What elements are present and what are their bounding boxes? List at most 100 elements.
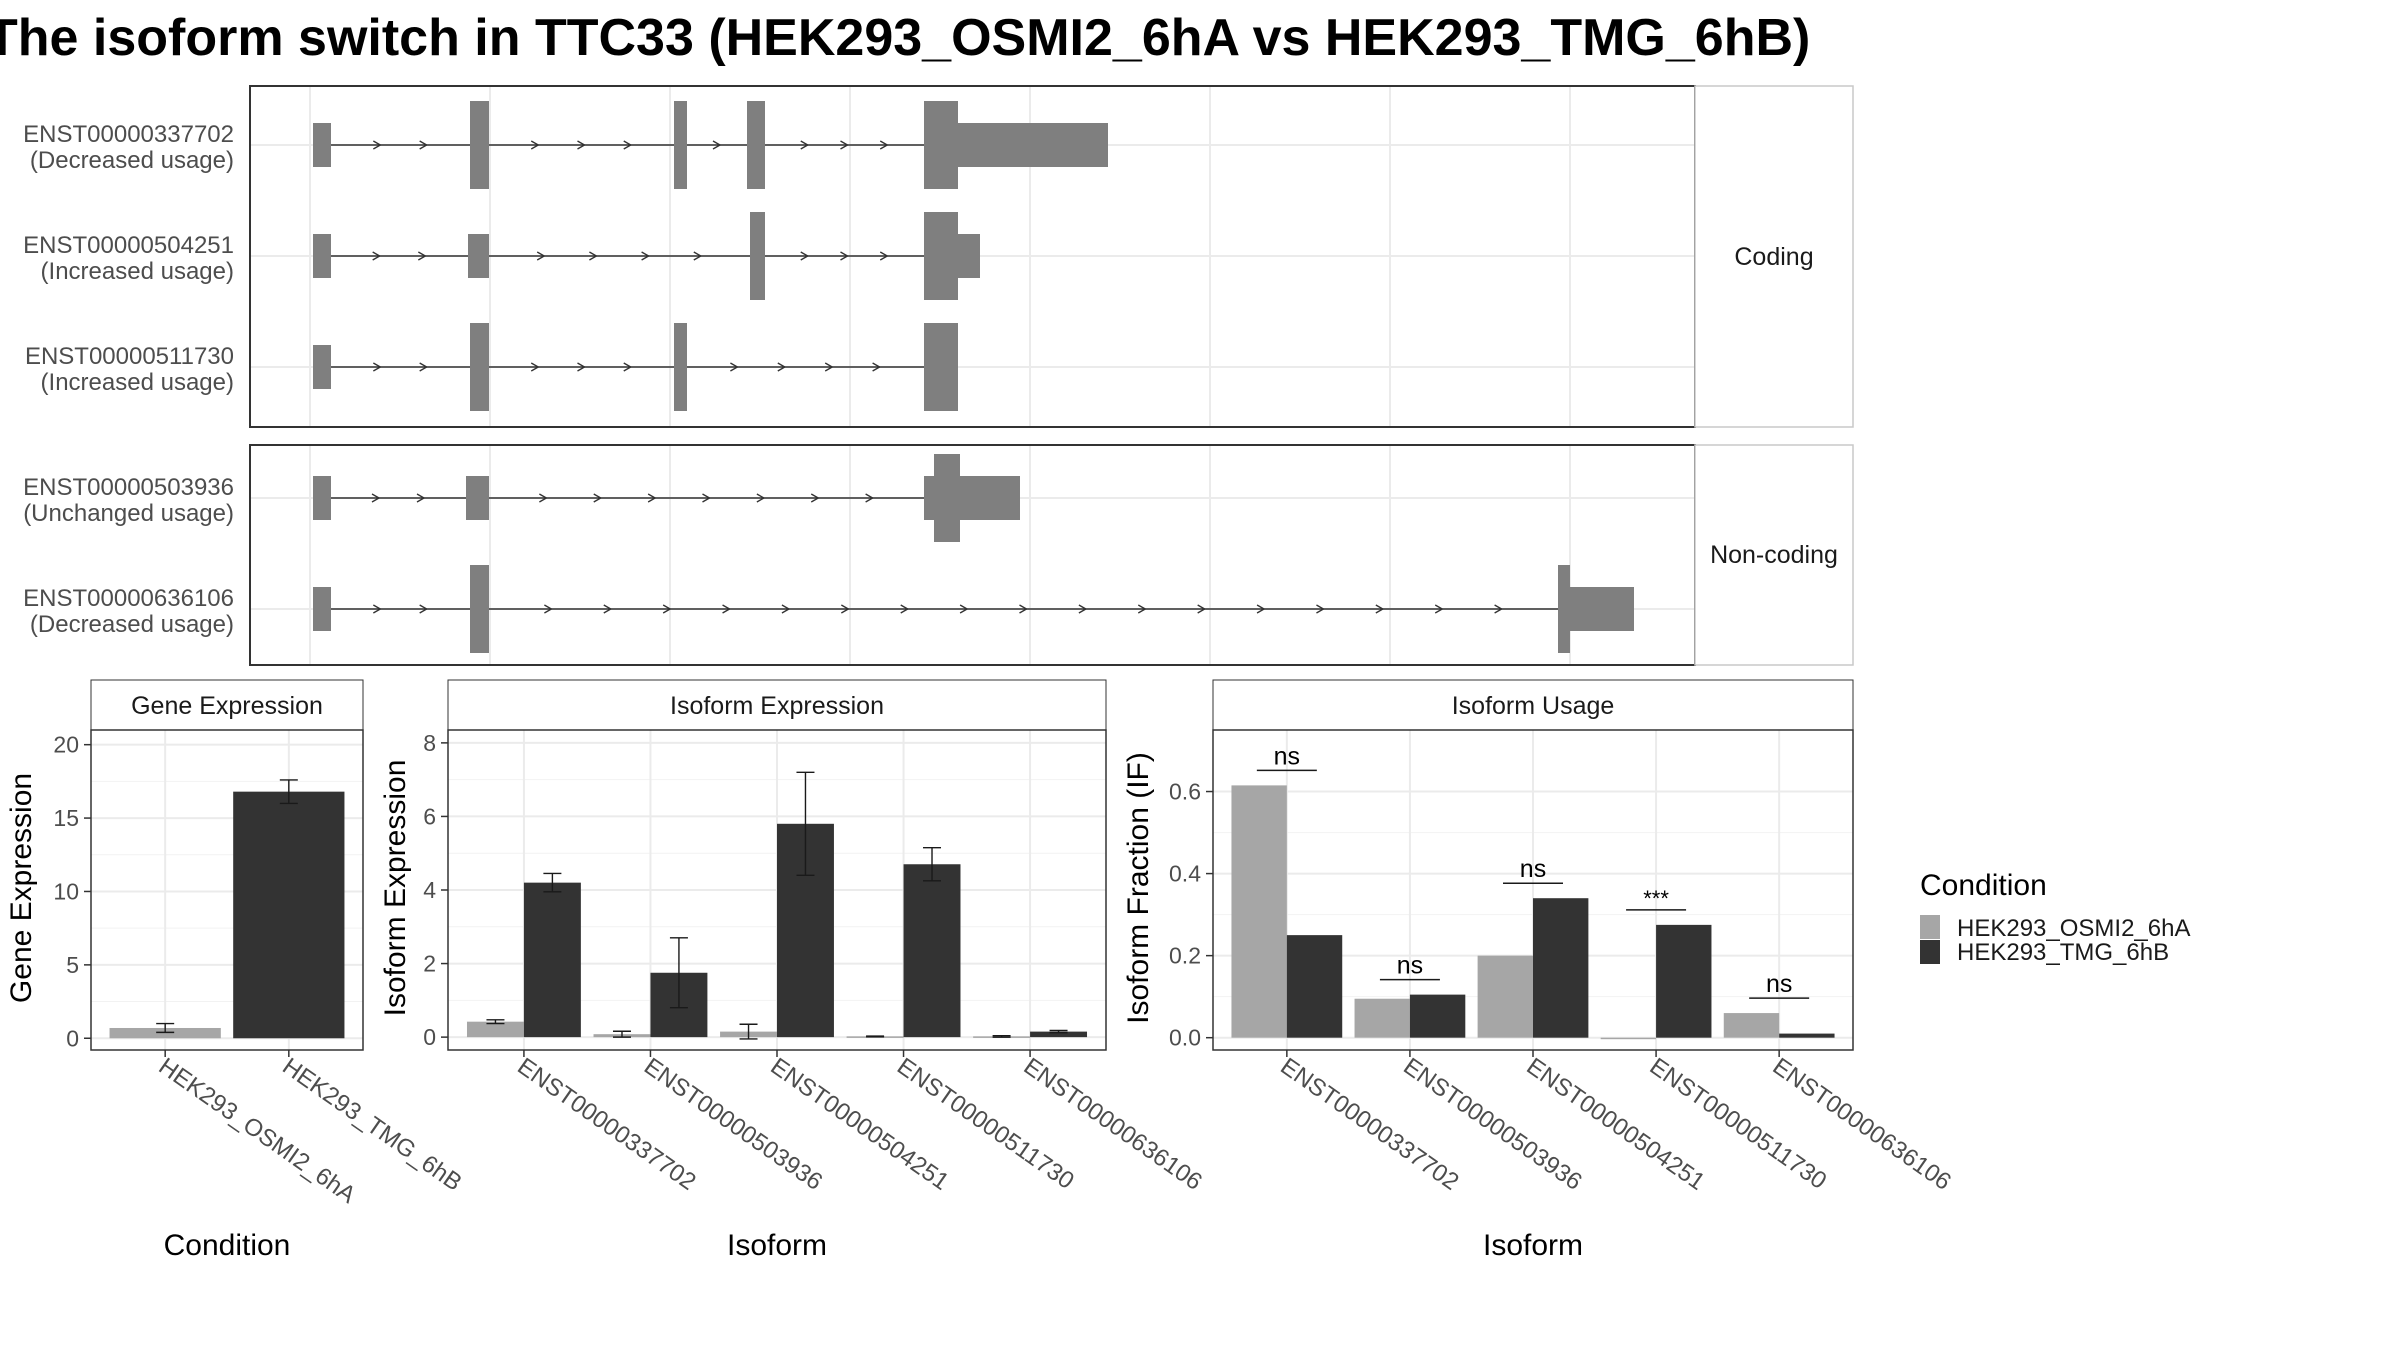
intron-arrow: [872, 362, 882, 372]
utr-exon: [960, 476, 1020, 520]
significance-label: ns: [1520, 855, 1546, 883]
bar: [1600, 1037, 1657, 1040]
bar: [1231, 785, 1287, 1038]
x-tick-label: HEK293_OSMI2_6hA: [154, 1053, 361, 1209]
coding-facet-label: Coding: [1734, 243, 1813, 271]
isoform-expression-title: Isoform Expression: [670, 692, 884, 720]
intron-arrow: [1197, 604, 1207, 614]
coding-exon: [750, 212, 765, 300]
coding-exon: [470, 323, 489, 411]
plot-border: [90, 729, 364, 1051]
significance-label: ns: [1766, 970, 1792, 998]
intron-arrow: [702, 493, 711, 503]
utr-exon: [468, 234, 489, 278]
intron-arrow: [1316, 604, 1325, 614]
intron-arrow: [722, 604, 731, 614]
isoform-usage-plot: 0.00.20.40.6nsnsns***nsENST00000337702EN…: [1169, 729, 1956, 1196]
isoform-expression-plot: 02468ENST00000337702ENST00000503936ENST0…: [423, 729, 1207, 1196]
bar: [1409, 994, 1466, 1038]
utr-exon: [313, 123, 331, 167]
isoform-usage-label: (Unchanged usage): [23, 500, 234, 527]
bar: [1477, 955, 1533, 1038]
coding-exon: [747, 101, 765, 189]
noncoding-facet-strip: [1694, 444, 1854, 666]
intron-arrow: [623, 362, 633, 372]
bar: [109, 1027, 221, 1039]
significance-label: ***: [1643, 886, 1669, 911]
utr-exon: [313, 234, 331, 278]
y-tick-label: 2: [423, 951, 436, 977]
intron-arrow: [539, 493, 548, 503]
utr-exon: [958, 234, 980, 278]
intron-arrow: [1078, 604, 1088, 614]
intron-arrow: [781, 604, 791, 614]
coding-exon: [1558, 565, 1570, 653]
coding-facet-strip: [1694, 85, 1854, 428]
coding-facet: Coding: [249, 85, 1854, 428]
intron-arrow: [530, 362, 540, 372]
y-tick-label: 6: [423, 803, 436, 829]
y-tick-label: 0.4: [1169, 861, 1201, 887]
y-tick-label: 0: [423, 1024, 436, 1050]
intron-arrow: [372, 362, 382, 372]
intron-arrow: [879, 140, 889, 150]
gene-expression-ylabel: Gene Expression: [5, 773, 38, 1003]
intron-arrow: [1137, 604, 1147, 614]
significance-label: ns: [1274, 742, 1300, 770]
gene-expression-xlabel: Condition: [164, 1229, 291, 1262]
isoform-usage-xlabel: Isoform: [1483, 1229, 1583, 1262]
intron-arrow: [641, 251, 651, 261]
isoform-usage-panel: Isoform Usage 0.00.20.40.6nsnsns***nsENS…: [1122, 679, 1956, 1262]
intron-arrow: [840, 140, 849, 150]
y-tick-label: 15: [53, 805, 79, 831]
isoform-usage-label: (Decreased usage): [30, 611, 234, 638]
intron-arrow: [647, 493, 657, 503]
noncoding-transcript-tracks: [313, 454, 1634, 653]
y-tick-label: 20: [53, 732, 79, 758]
y-tick-label: 0.0: [1169, 1025, 1201, 1051]
significance-label: ns: [1397, 952, 1423, 980]
isoform-usage-label: (Decreased usage): [30, 147, 234, 174]
legend: Condition HEK293_OSMI2_6hA HEK293_TMG_6h…: [1920, 869, 2190, 966]
isoform-row-labels: ENST00000337702 (Decreased usage) ENST00…: [23, 121, 234, 638]
coding-transcript-tracks: [313, 101, 1108, 411]
intron-arrow: [1375, 604, 1385, 614]
coding-exon: [470, 565, 489, 653]
y-tick-label: 8: [423, 730, 436, 756]
bar: [233, 791, 345, 1039]
isoform-id-label: ENST00000503936: [23, 474, 234, 501]
intron-arrow: [865, 493, 875, 503]
noncoding-facet-label: Non-coding: [1710, 541, 1838, 569]
intron-arrow: [900, 604, 910, 614]
intron-arrow: [1434, 604, 1444, 614]
legend-title: Condition: [1920, 869, 2047, 902]
intron-arrow: [1019, 604, 1028, 614]
intron-arrow: [577, 140, 586, 150]
bar: [1354, 998, 1410, 1038]
legend-key-condition-b: [1920, 940, 1940, 964]
utr-exon: [958, 123, 1108, 167]
intron-arrow: [810, 493, 820, 503]
intron-arrow: [544, 604, 553, 614]
isoform-usage-title: Isoform Usage: [1452, 692, 1615, 720]
bar: [1030, 1031, 1088, 1038]
bar: [466, 1021, 524, 1038]
coding-exon: [674, 323, 687, 411]
intron-arrow: [530, 140, 540, 150]
legend-key-condition-a: [1920, 915, 1940, 939]
noncoding-facet: Non-coding: [249, 444, 1854, 666]
intron-arrow: [603, 604, 613, 614]
intron-arrow: [623, 140, 633, 150]
intron-arrow: [959, 604, 969, 614]
y-tick-label: 4: [423, 877, 436, 903]
legend-label-condition-a: HEK293_OSMI2_6hA: [1957, 915, 2190, 942]
isoform-usage-label: (Increased usage): [41, 258, 234, 285]
isoform-expression-title-strip: [447, 679, 1107, 731]
coding-exon: [924, 101, 958, 189]
figure-title: The isoform switch in TTC33 (HEK293_OSMI…: [0, 9, 1810, 67]
coding-exon: [470, 101, 489, 189]
coding-exon: [924, 212, 958, 300]
intron-arrow: [662, 604, 672, 614]
intron-arrow: [879, 251, 889, 261]
